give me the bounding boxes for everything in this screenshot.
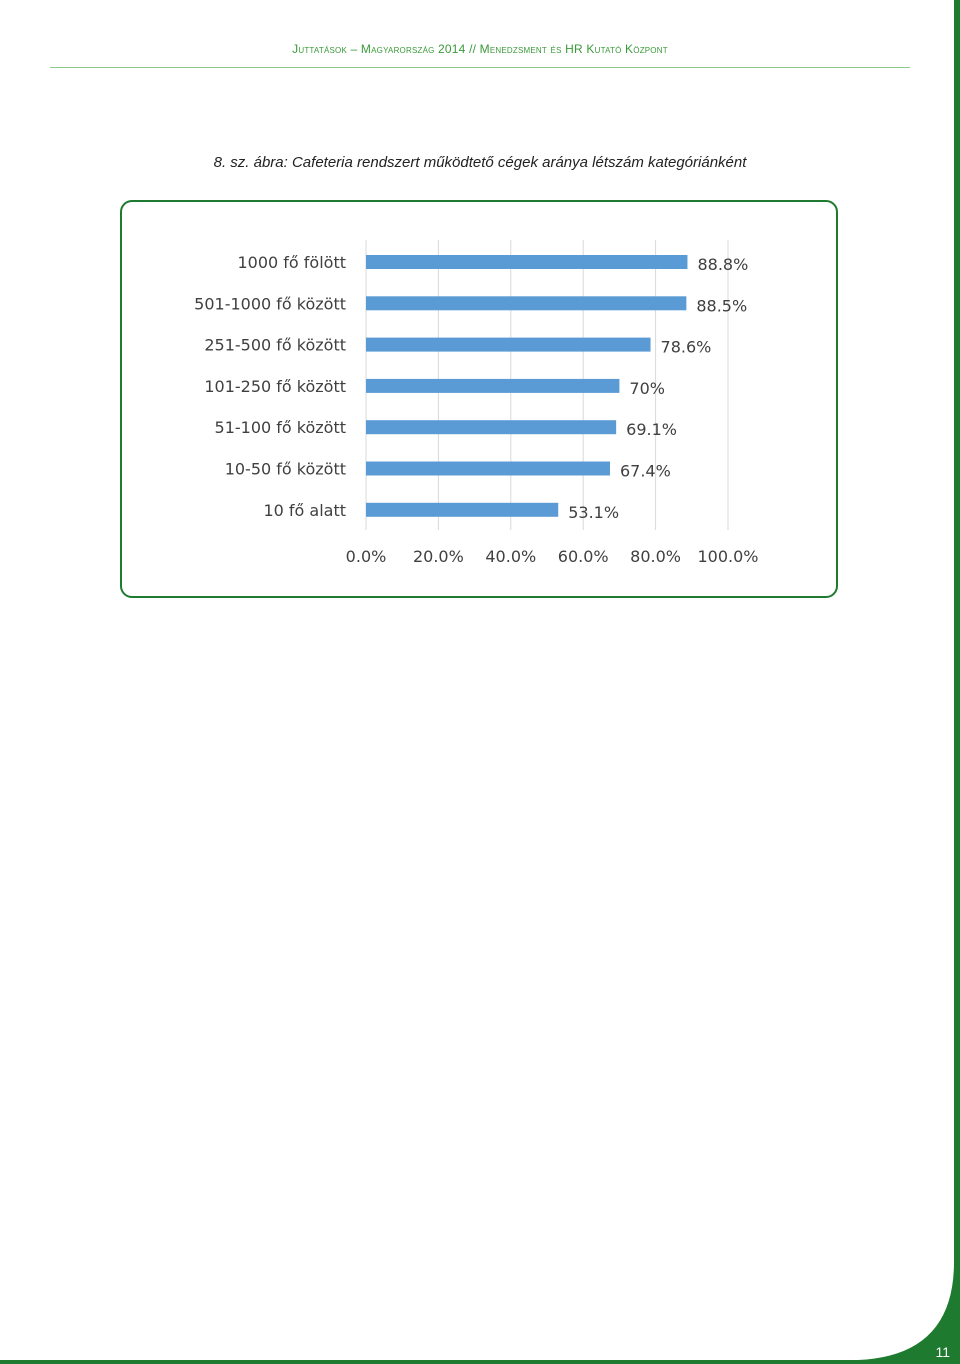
x-tick-label: 100.0% (697, 547, 758, 566)
category-label: 101-250 fő között (204, 377, 346, 396)
bar (366, 502, 559, 517)
bar (366, 296, 687, 311)
value-label: 53.1% (568, 503, 619, 522)
header-rule (50, 67, 910, 68)
figure-caption: 8. sz. ábra: Cafeteria rendszert működte… (213, 154, 747, 171)
category-label: 251-500 fő között (204, 336, 346, 355)
x-tick-label: 60.0% (558, 547, 609, 566)
value-label: 70% (629, 379, 665, 398)
category-label: 51-100 fő között (215, 418, 346, 437)
running-header: Juttatások – Magyarország 2014 // Menedz… (292, 42, 668, 56)
page-number: 11 (935, 1344, 950, 1360)
value-label: 88.8% (697, 255, 748, 274)
x-tick-label: 0.0% (346, 547, 387, 566)
bar (366, 461, 610, 476)
x-tick-label: 20.0% (413, 547, 464, 566)
x-tick-label: 80.0% (630, 547, 681, 566)
value-label: 69.1% (626, 420, 677, 439)
bar (366, 255, 688, 269)
bar (366, 420, 617, 435)
right-green-band (954, 0, 960, 1364)
value-label: 67.4% (620, 462, 671, 481)
category-label: 1000 fő fölött (237, 253, 346, 272)
chart-frame (120, 200, 838, 598)
value-label: 88.5% (696, 296, 747, 315)
category-label: 501-1000 fő között (194, 294, 346, 313)
x-tick-label: 40.0% (485, 547, 536, 566)
bar (366, 337, 651, 352)
category-label: 10-50 fő között (225, 460, 346, 479)
value-label: 78.6% (661, 338, 712, 357)
bar (366, 378, 620, 393)
category-label: 10 fő alatt (263, 501, 346, 520)
